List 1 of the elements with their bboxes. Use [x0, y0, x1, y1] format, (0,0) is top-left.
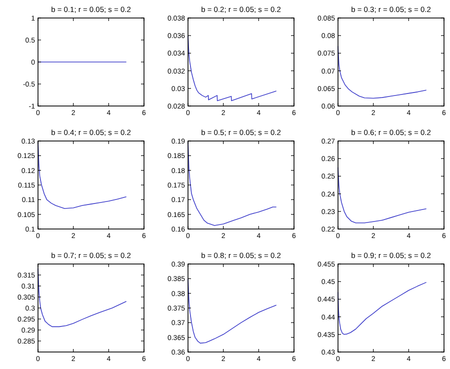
line-series — [338, 282, 427, 335]
